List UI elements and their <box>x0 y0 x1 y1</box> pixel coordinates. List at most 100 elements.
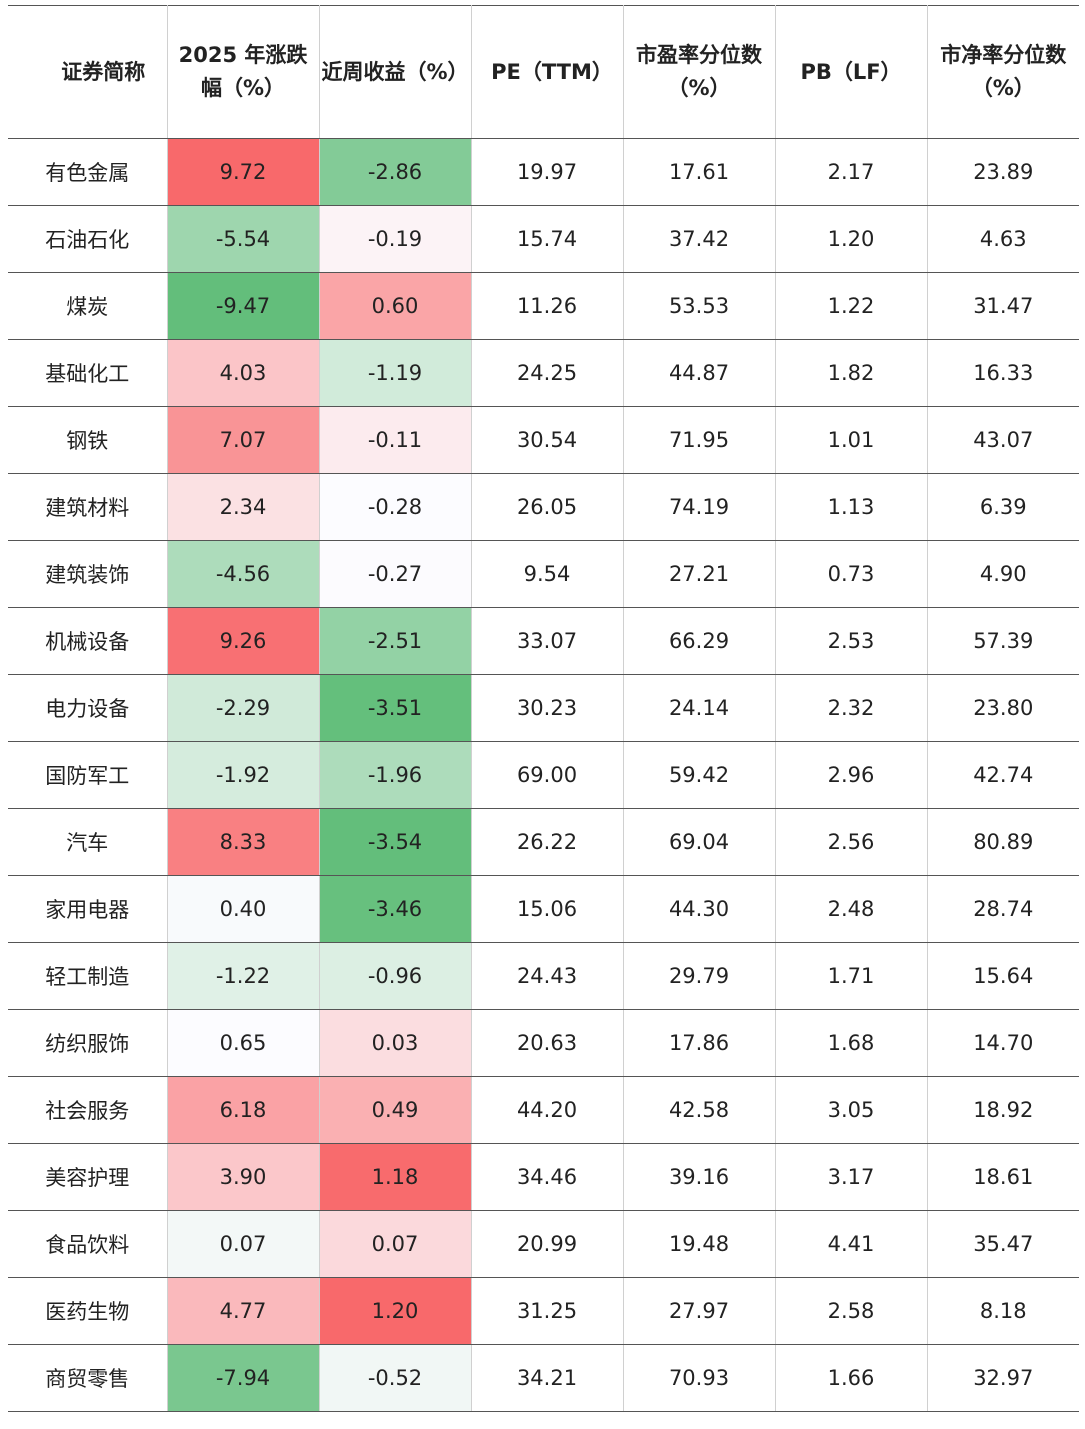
header-row: 证券简称 2025 年涨跌幅（%） 近周收益（%） PE（TTM） 市盈率分位数… <box>8 5 1079 139</box>
table-row: 医药生物 4.77 1.20 31.25 27.97 2.58 8.18 <box>8 1277 1079 1345</box>
cell-security-name: 汽车 <box>8 808 168 876</box>
cell-ytd-change: 9.26 <box>166 607 320 675</box>
cell-security-name: 有色金属 <box>8 138 168 206</box>
cell-pe-percentile: 17.61 <box>622 138 776 206</box>
cell-weekly-return: -0.96 <box>318 942 472 1010</box>
cell-weekly-return: 0.60 <box>318 272 472 340</box>
cell-pe-percentile: 70.93 <box>622 1344 776 1412</box>
cell-ytd-change: 0.65 <box>166 1009 320 1077</box>
cell-pb-percentile: 16.33 <box>926 339 1079 407</box>
cell-ytd-change: -9.47 <box>166 272 320 340</box>
cell-pe-percentile: 27.97 <box>622 1277 776 1345</box>
cell-pb-lf: 2.48 <box>774 875 928 943</box>
cell-ytd-change: 6.18 <box>166 1076 320 1144</box>
cell-pe-percentile: 42.58 <box>622 1076 776 1144</box>
header-pb-lf: PB（LF） <box>774 5 928 139</box>
cell-pb-percentile: 23.80 <box>926 674 1079 742</box>
cell-pe-ttm: 26.05 <box>470 473 624 541</box>
cell-pb-lf: 1.71 <box>774 942 928 1010</box>
cell-pb-lf: 2.96 <box>774 741 928 809</box>
table-row: 商贸零售 -7.94 -0.52 34.21 70.93 1.66 32.97 <box>8 1344 1079 1412</box>
cell-security-name: 国防军工 <box>8 741 168 809</box>
cell-pb-lf: 2.53 <box>774 607 928 675</box>
cell-security-name: 基础化工 <box>8 339 168 407</box>
cell-pb-percentile: 8.18 <box>926 1277 1079 1345</box>
cell-pb-percentile: 18.61 <box>926 1143 1079 1211</box>
header-security-name: 证券简称 <box>8 5 168 139</box>
cell-pb-percentile: 4.63 <box>926 205 1079 273</box>
header-ytd-change: 2025 年涨跌幅（%） <box>166 5 320 139</box>
cell-ytd-change: -2.29 <box>166 674 320 742</box>
cell-pe-percentile: 27.21 <box>622 540 776 608</box>
cell-security-name: 电力设备 <box>8 674 168 742</box>
cell-pb-lf: 1.82 <box>774 339 928 407</box>
table-row: 轻工制造 -1.22 -0.96 24.43 29.79 1.71 15.64 <box>8 942 1079 1010</box>
cell-pe-ttm: 20.99 <box>470 1210 624 1278</box>
cell-ytd-change: -7.94 <box>166 1344 320 1412</box>
cell-weekly-return: 1.20 <box>318 1277 472 1345</box>
cell-security-name: 建筑材料 <box>8 473 168 541</box>
header-pe-percentile: 市盈率分位数（%） <box>622 5 776 139</box>
cell-security-name: 建筑装饰 <box>8 540 168 608</box>
cell-weekly-return: 0.07 <box>318 1210 472 1278</box>
cell-pb-lf: 1.66 <box>774 1344 928 1412</box>
cell-pb-percentile: 31.47 <box>926 272 1079 340</box>
cell-ytd-change: 4.03 <box>166 339 320 407</box>
cell-pb-lf: 1.22 <box>774 272 928 340</box>
cell-weekly-return: -3.54 <box>318 808 472 876</box>
cell-pe-percentile: 44.30 <box>622 875 776 943</box>
cell-pe-ttm: 34.46 <box>470 1143 624 1211</box>
cell-security-name: 美容护理 <box>8 1143 168 1211</box>
table-header: 证券简称 2025 年涨跌幅（%） 近周收益（%） PE（TTM） 市盈率分位数… <box>8 5 1079 139</box>
header-weekly-return: 近周收益（%） <box>318 5 472 139</box>
cell-pb-percentile: 32.97 <box>926 1344 1079 1412</box>
cell-ytd-change: 4.77 <box>166 1277 320 1345</box>
cell-pe-percentile: 74.19 <box>622 473 776 541</box>
cell-pb-lf: 3.05 <box>774 1076 928 1144</box>
cell-weekly-return: -2.51 <box>318 607 472 675</box>
cell-weekly-return: -0.52 <box>318 1344 472 1412</box>
cell-weekly-return: -0.28 <box>318 473 472 541</box>
cell-ytd-change: -1.22 <box>166 942 320 1010</box>
cell-pb-lf: 2.58 <box>774 1277 928 1345</box>
cell-weekly-return: 1.18 <box>318 1143 472 1211</box>
table-row: 电力设备 -2.29 -3.51 30.23 24.14 2.32 23.80 <box>8 674 1079 742</box>
cell-pe-ttm: 15.74 <box>470 205 624 273</box>
cell-pb-lf: 1.01 <box>774 406 928 474</box>
cell-pe-percentile: 69.04 <box>622 808 776 876</box>
cell-pe-ttm: 19.97 <box>470 138 624 206</box>
cell-weekly-return: 0.03 <box>318 1009 472 1077</box>
table-row: 社会服务 6.18 0.49 44.20 42.58 3.05 18.92 <box>8 1076 1079 1144</box>
cell-pe-percentile: 17.86 <box>622 1009 776 1077</box>
cell-weekly-return: -0.11 <box>318 406 472 474</box>
valuation-table: 证券简称 2025 年涨跌幅（%） 近周收益（%） PE（TTM） 市盈率分位数… <box>8 5 1079 1412</box>
cell-pe-percentile: 24.14 <box>622 674 776 742</box>
cell-security-name: 医药生物 <box>8 1277 168 1345</box>
cell-pb-lf: 0.73 <box>774 540 928 608</box>
table-row: 国防军工 -1.92 -1.96 69.00 59.42 2.96 42.74 <box>8 741 1079 809</box>
cell-ytd-change: 3.90 <box>166 1143 320 1211</box>
cell-pb-percentile: 80.89 <box>926 808 1079 876</box>
cell-weekly-return: -3.51 <box>318 674 472 742</box>
table-row: 建筑装饰 -4.56 -0.27 9.54 27.21 0.73 4.90 <box>8 540 1079 608</box>
cell-pe-percentile: 71.95 <box>622 406 776 474</box>
cell-weekly-return: 0.49 <box>318 1076 472 1144</box>
cell-pe-percentile: 44.87 <box>622 339 776 407</box>
cell-ytd-change: 9.72 <box>166 138 320 206</box>
cell-pb-percentile: 35.47 <box>926 1210 1079 1278</box>
cell-pb-percentile: 4.90 <box>926 540 1079 608</box>
cell-pe-percentile: 66.29 <box>622 607 776 675</box>
cell-pb-percentile: 14.70 <box>926 1009 1079 1077</box>
cell-weekly-return: -0.19 <box>318 205 472 273</box>
cell-pb-percentile: 18.92 <box>926 1076 1079 1144</box>
cell-pe-ttm: 44.20 <box>470 1076 624 1144</box>
header-pe-ttm: PE（TTM） <box>470 5 624 139</box>
table-row: 基础化工 4.03 -1.19 24.25 44.87 1.82 16.33 <box>8 339 1079 407</box>
cell-pe-ttm: 30.23 <box>470 674 624 742</box>
cell-security-name: 商贸零售 <box>8 1344 168 1412</box>
cell-pe-percentile: 53.53 <box>622 272 776 340</box>
cell-pe-ttm: 69.00 <box>470 741 624 809</box>
table-row: 食品饮料 0.07 0.07 20.99 19.48 4.41 35.47 <box>8 1210 1079 1278</box>
table-row: 美容护理 3.90 1.18 34.46 39.16 3.17 18.61 <box>8 1143 1079 1211</box>
cell-pb-percentile: 43.07 <box>926 406 1079 474</box>
